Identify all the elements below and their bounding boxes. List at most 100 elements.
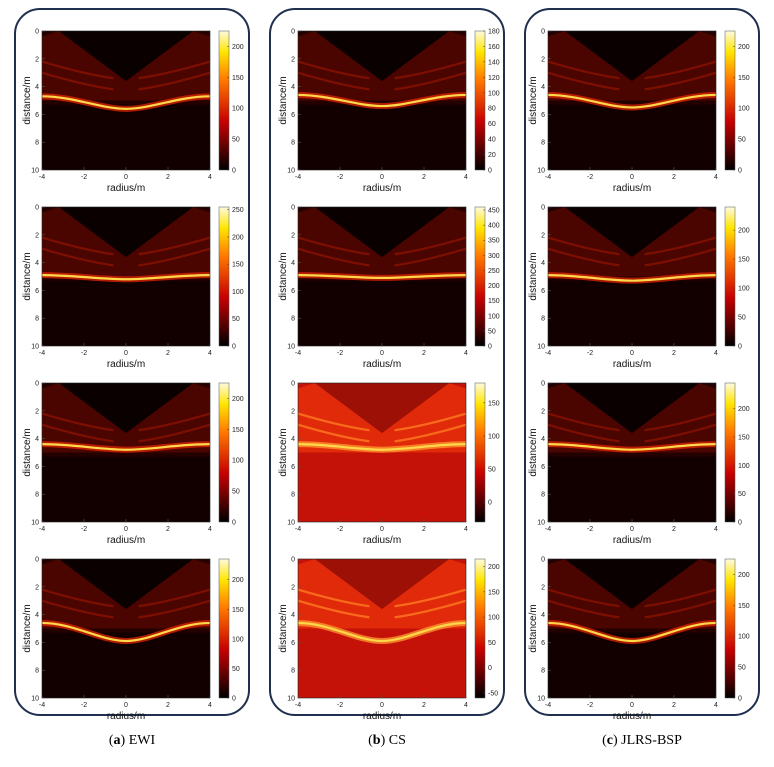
y-tick-label: 0 xyxy=(291,557,295,564)
arc-reflection xyxy=(42,60,114,80)
caption-letter: c xyxy=(606,733,613,748)
x-tick-label: 2 xyxy=(166,526,170,533)
y-tick-label: 0 xyxy=(35,29,39,36)
x-axis-label: radius/m xyxy=(107,359,145,370)
colorbar-tick-label: -50 xyxy=(488,690,498,697)
x-tick-label: 4 xyxy=(208,174,212,181)
x-tick-label: -4 xyxy=(545,526,551,533)
y-tick-label: 4 xyxy=(291,260,295,267)
colorbar-tick-label: 100 xyxy=(738,286,750,293)
colorbar-tick-label: 200 xyxy=(232,396,244,403)
arc-reflection xyxy=(298,588,370,608)
colorbar-tick-label: 0 xyxy=(488,344,492,351)
blind-zone xyxy=(564,383,700,434)
x-tick-label: 0 xyxy=(630,526,634,533)
y-tick-label: 0 xyxy=(541,381,545,388)
y-tick-label: 8 xyxy=(541,140,545,147)
colorbar-tick-label: 0 xyxy=(232,696,236,703)
x-tick-label: 4 xyxy=(464,174,468,181)
y-tick-label: 10 xyxy=(31,520,39,527)
x-tick-label: 4 xyxy=(208,702,212,709)
y-tick-label: 2 xyxy=(35,408,39,415)
x-axis-label: radius/m xyxy=(613,711,651,722)
colorbar-tick-label: 0 xyxy=(232,344,236,351)
y-axis-label: distance/m xyxy=(528,604,539,652)
x-tick-label: 2 xyxy=(672,174,676,181)
x-tick-label: -4 xyxy=(39,702,45,709)
y-tick-label: 10 xyxy=(287,344,295,351)
colorbar xyxy=(724,30,736,171)
arc-reflection xyxy=(138,236,210,256)
x-tick-label: 2 xyxy=(672,350,676,357)
y-tick-label: 6 xyxy=(541,112,545,119)
colorbar xyxy=(474,558,486,699)
x-tick-label: 2 xyxy=(166,174,170,181)
y-tick-label: 0 xyxy=(35,557,39,564)
colorbar-tick-label: 250 xyxy=(488,268,500,275)
y-tick-label: 2 xyxy=(291,232,295,239)
colorbar-tick-label: 0 xyxy=(738,520,742,527)
y-tick-label: 4 xyxy=(541,612,545,619)
y-tick-label: 4 xyxy=(541,84,545,91)
caption-method: EWI xyxy=(128,733,156,748)
arc-reflection xyxy=(548,247,620,267)
x-tick-label: 2 xyxy=(422,350,426,357)
colorbar-tick-label: 200 xyxy=(488,564,500,571)
x-tick-label: 4 xyxy=(714,350,718,357)
y-tick-label: 6 xyxy=(35,464,39,471)
y-axis-label: distance/m xyxy=(528,252,539,300)
interface-reflection xyxy=(548,621,716,643)
heatmap-field xyxy=(548,207,716,346)
blind-zone xyxy=(314,31,450,82)
colorbar-tick-label: 150 xyxy=(738,257,750,264)
arc-reflection xyxy=(548,588,620,608)
heatmap-panel: -4 -2 0 2 4 0 2 4 6 8 10 radius/m distance/m -50 0 50 10… xyxy=(278,557,500,723)
colorbar xyxy=(474,30,486,171)
caption-jlrs-bsp: (c) JLRS-BSP xyxy=(602,733,682,748)
colorbar-tick-label: 200 xyxy=(738,572,750,579)
heatmap-field xyxy=(42,559,210,698)
x-tick-label: 0 xyxy=(124,702,128,709)
x-axis-label: radius/m xyxy=(363,359,401,370)
y-tick-label: 6 xyxy=(541,464,545,471)
caption-letter: b xyxy=(372,733,381,748)
x-tick-label: -4 xyxy=(545,350,551,357)
x-axis-label: radius/m xyxy=(363,535,401,546)
heatmap-deep-region xyxy=(42,104,210,170)
x-tick-label: 4 xyxy=(208,526,212,533)
colorbar-tick-label: 350 xyxy=(488,238,500,245)
caption-method: JLRS-BSP xyxy=(621,733,682,748)
arc-reflection xyxy=(298,60,370,80)
y-tick-label: 4 xyxy=(35,260,39,267)
colorbar-tick-label: 160 xyxy=(488,44,500,51)
colorbar-tick-label: 150 xyxy=(488,298,500,305)
y-tick-label: 2 xyxy=(541,408,545,415)
x-tick-label: 4 xyxy=(714,702,718,709)
x-tick-label: -2 xyxy=(337,526,343,533)
x-tick-label: 0 xyxy=(630,350,634,357)
x-axis-label: radius/m xyxy=(613,535,651,546)
colorbar-tick-label: 400 xyxy=(488,223,500,230)
y-tick-label: 10 xyxy=(31,168,39,175)
x-tick-label: -4 xyxy=(295,174,301,181)
colorbar-tick-label: 0 xyxy=(738,168,742,175)
x-tick-label: -2 xyxy=(337,174,343,181)
heatmap-deep-region xyxy=(42,456,210,522)
y-tick-label: 2 xyxy=(541,56,545,63)
y-tick-label: 6 xyxy=(291,640,295,647)
arc-reflection xyxy=(138,71,210,91)
y-tick-label: 8 xyxy=(541,316,545,323)
interface-reflection xyxy=(298,443,466,451)
blind-zone xyxy=(58,207,194,258)
x-axis-label: radius/m xyxy=(613,183,651,194)
colorbar-tick-label: 0 xyxy=(488,500,492,507)
x-tick-label: 2 xyxy=(422,174,426,181)
x-tick-label: -4 xyxy=(545,702,551,709)
x-axis-label: radius/m xyxy=(613,359,651,370)
arc-reflection xyxy=(42,423,114,443)
arc-reflection xyxy=(548,599,620,619)
blind-zone xyxy=(58,383,194,434)
colorbar-tick-label: 140 xyxy=(488,59,500,66)
y-tick-label: 10 xyxy=(537,344,545,351)
heatmap-deep-region xyxy=(298,104,466,170)
